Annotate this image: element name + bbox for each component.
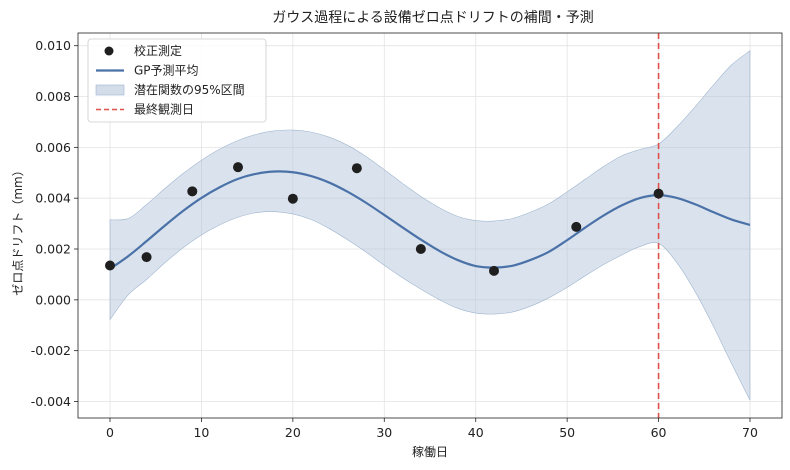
- x-tick-label: 10: [193, 425, 209, 440]
- y-tick-label: 0.002: [35, 242, 71, 257]
- measurement-point: [489, 265, 499, 276]
- x-tick-label: 50: [559, 425, 575, 440]
- measurement-point: [415, 244, 426, 255]
- legend-label: 最終観測日: [134, 102, 194, 117]
- x-tick-label: 70: [742, 425, 758, 440]
- measurement-point: [571, 221, 582, 232]
- y-tick-label: 0.000: [35, 292, 71, 307]
- y-tick-label: 0.006: [35, 140, 71, 155]
- plot-frame: [77, 32, 783, 419]
- legend-label: 校正測定: [134, 43, 182, 58]
- y-tick-label: 0.004: [35, 191, 71, 206]
- y-tick-label: 0.010: [35, 38, 71, 53]
- y-tick-label: -0.004: [31, 394, 71, 409]
- legend-label: 潜在関数の95%区間: [134, 82, 245, 97]
- x-tick-label: 20: [285, 425, 301, 440]
- measurement-point: [187, 186, 198, 197]
- measurement-point: [287, 193, 298, 204]
- y-axis-label: ゼロ点ドリフト（mm）: [11, 164, 25, 295]
- y-tick-label: -0.002: [31, 343, 71, 358]
- measurement-point: [141, 252, 152, 263]
- x-tick-label: 60: [651, 425, 667, 440]
- mean-line-layer: [109, 170, 751, 270]
- x-tick-label: 40: [468, 425, 484, 440]
- confidence-band-layer: [109, 50, 751, 401]
- measurement-points-layer: [105, 162, 664, 276]
- x-axis-label: 稼働日: [412, 444, 448, 459]
- confidence-band: [109, 50, 751, 401]
- x-tick-label: 0: [106, 425, 114, 440]
- measurement-point: [653, 188, 664, 199]
- legend-label: GP予測平均: [134, 64, 199, 78]
- legend-band-swatch: [95, 84, 125, 96]
- chart-title: ガウス過程による設備ゼロ点ドリフトの補間・予測: [272, 10, 594, 26]
- grid-layer: [78, 33, 782, 418]
- x-tick-label: 30: [376, 425, 392, 440]
- measurement-point: [105, 260, 115, 271]
- y-tick-label: 0.008: [35, 89, 71, 104]
- measurement-point: [233, 162, 243, 173]
- gp-mean-line: [109, 170, 751, 270]
- legend-box: [87, 38, 267, 123]
- tick-layer: 0 10 20 30 40 50 60 70 -0.004 -0.002 0.000 0.002 0.0…: [31, 38, 758, 440]
- legend-marker-swatch: [104, 46, 114, 56]
- measurement-point: [351, 163, 362, 174]
